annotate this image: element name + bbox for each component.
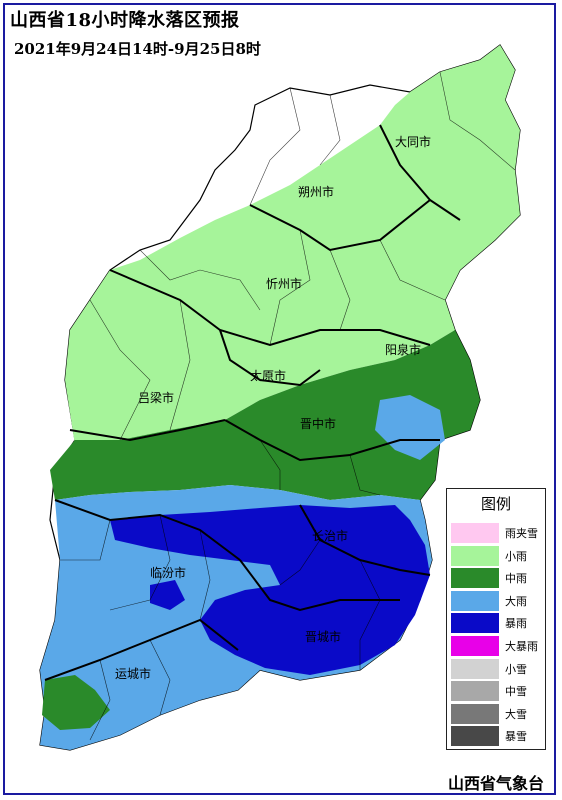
legend-swatch [451, 658, 499, 679]
city-label-yuncheng: 运城市 [115, 666, 151, 681]
legend: 图例 雨夹雪小雨中雨大雨暴雨大暴雨小雪中雪大雪暴雪 [446, 488, 546, 750]
moderate-rain-area [50, 330, 480, 500]
city-label-jincheng: 晋城市 [305, 629, 341, 644]
legend-item: 中雨 [451, 566, 541, 589]
map-frame [3, 3, 556, 795]
legend-label: 中雨 [505, 572, 527, 586]
legend-item: 大雪 [451, 702, 541, 724]
forecast-period: 2021年9月24日14时-9月25日8时 [14, 40, 261, 58]
legend-item: 中雪 [451, 679, 541, 702]
boundary-datong [379, 124, 461, 221]
legend-item: 暴雨 [451, 611, 541, 634]
rainstorm-patch-west [150, 580, 185, 610]
city-label-taiyuan: 太原市 [250, 368, 286, 383]
map-title: 山西省18小时降水落区预报 [10, 10, 240, 31]
legend-swatch [451, 726, 499, 747]
city-label-shuozhou: 朔州市 [298, 184, 334, 199]
city-label-xinzhou: 忻州市 [266, 276, 302, 291]
rainstorm-area [110, 505, 430, 675]
city-label-linfen: 临汾市 [150, 565, 186, 580]
issuer-label: 山西省气象台 [447, 774, 544, 793]
boundary-lvliang [69, 419, 226, 442]
moderate-rain-patch-south [42, 675, 110, 730]
legend-label: 大暴雨 [505, 640, 538, 653]
legend-item: 小雪 [451, 657, 541, 679]
legend-label: 暴雪 [505, 730, 527, 744]
legend-label: 中雪 [505, 685, 527, 699]
legend-label: 雨夹雪 [505, 527, 538, 540]
legend-swatch [451, 545, 499, 566]
legend-label: 大雨 [505, 594, 527, 608]
boundary-taiyuan [219, 329, 321, 387]
legend-swatch [451, 568, 499, 589]
legend-swatch [451, 681, 499, 702]
legend-label: 小雨 [505, 549, 527, 563]
city-label-changzhi: 长治市 [312, 528, 348, 543]
legend-swatch [451, 703, 499, 724]
legend-title: 图例 [480, 495, 511, 513]
legend-item: 大暴雨 [451, 634, 541, 656]
boundary-jincheng [239, 559, 400, 612]
legend-label: 暴雨 [505, 617, 527, 631]
city-label-datong: 大同市 [395, 134, 431, 149]
city-label-yangquan: 阳泉市 [385, 342, 421, 357]
legend-item: 雨夹雪 [451, 521, 541, 543]
city-label-jinzhong: 晋中市 [300, 416, 336, 431]
legend-label: 大雪 [505, 707, 527, 721]
light-rain-area [65, 45, 520, 445]
heavy-rain-patch-east [375, 395, 445, 460]
boundary-jinzhong [224, 419, 440, 462]
legend-swatch [451, 590, 499, 611]
city-label-lvliang: 吕梁市 [138, 390, 174, 405]
legend-item: 大雨 [451, 589, 541, 611]
legend-swatch [451, 613, 499, 634]
legend-item: 暴雪 [451, 724, 541, 747]
legend-item: 小雨 [451, 544, 541, 566]
legend-label: 小雪 [505, 662, 527, 676]
legend-swatch [451, 636, 499, 656]
legend-swatch [451, 523, 499, 543]
